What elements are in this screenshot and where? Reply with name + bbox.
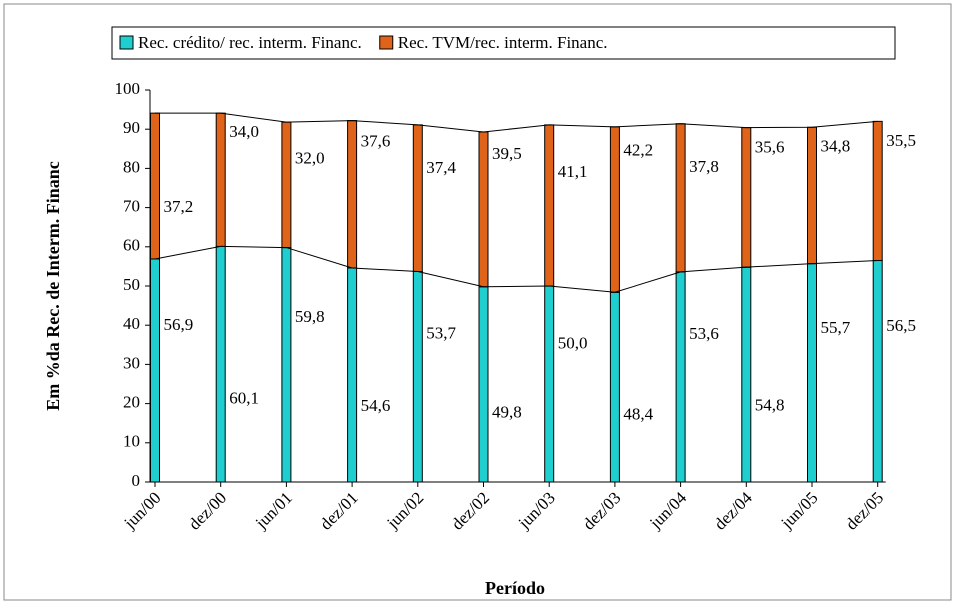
bar xyxy=(741,266,752,483)
bar xyxy=(150,258,160,483)
value-label: 56,9 xyxy=(164,315,194,334)
value-label: 35,6 xyxy=(755,137,785,156)
value-label: 54,8 xyxy=(755,396,785,415)
value-label: 32,0 xyxy=(295,149,325,168)
y-tick-label: 0 xyxy=(132,471,141,490)
bar xyxy=(347,120,358,269)
bar xyxy=(412,124,423,272)
bar xyxy=(478,131,489,288)
frame xyxy=(3,3,952,601)
legend-swatch xyxy=(119,35,134,50)
bar xyxy=(281,247,292,483)
bar xyxy=(807,126,817,265)
y-tick-label: 90 xyxy=(123,118,140,137)
value-label: 37,4 xyxy=(426,158,456,177)
value-label: 34,0 xyxy=(229,122,259,141)
bar xyxy=(675,123,686,273)
bar xyxy=(412,270,423,483)
bar xyxy=(544,124,555,287)
value-label: 53,7 xyxy=(426,324,456,343)
value-label: 34,8 xyxy=(821,137,851,156)
value-label: 53,6 xyxy=(689,324,719,343)
legend-box xyxy=(111,26,896,60)
value-label: 37,8 xyxy=(689,157,719,176)
bar xyxy=(741,127,752,268)
bar xyxy=(281,121,292,249)
y-tick-label: 40 xyxy=(123,314,140,333)
value-label: 49,8 xyxy=(492,403,522,422)
bar xyxy=(347,267,358,483)
bar xyxy=(478,286,489,483)
value-label: 50,0 xyxy=(558,334,588,353)
value-label: 37,2 xyxy=(164,197,194,216)
y-tick-label: 80 xyxy=(123,157,140,176)
value-label: 37,6 xyxy=(361,132,391,151)
value-label: 39,5 xyxy=(492,144,522,163)
y-tick-label: 20 xyxy=(123,393,140,412)
bar xyxy=(215,245,226,483)
value-label: 41,1 xyxy=(558,162,588,181)
y-tick-label: 70 xyxy=(123,197,140,216)
bar xyxy=(215,112,226,247)
value-label: 54,6 xyxy=(361,396,391,415)
y-tick-label: 10 xyxy=(123,432,140,451)
series-line xyxy=(155,112,878,133)
series-line xyxy=(154,245,878,293)
bar xyxy=(544,285,555,483)
bar xyxy=(872,120,883,262)
value-label: 55,7 xyxy=(821,318,851,337)
y-axis-label: Em %da Rec. de Interm. Financ xyxy=(43,161,63,410)
value-label: 60,1 xyxy=(229,388,259,407)
bar xyxy=(807,263,817,483)
y-tick-label: 60 xyxy=(123,236,140,255)
bar xyxy=(872,260,883,483)
bar xyxy=(150,112,160,260)
bar xyxy=(675,271,686,483)
bar xyxy=(609,126,620,293)
value-label: 48,4 xyxy=(623,405,653,424)
y-tick-label: 100 xyxy=(115,79,141,98)
legend-label: Rec. crédito/ rec. interm. Financ. xyxy=(138,33,362,52)
legend-label: Rec. TVM/rec. interm. Financ. xyxy=(398,33,608,52)
y-tick-label: 30 xyxy=(123,353,140,372)
value-label: 35,5 xyxy=(886,131,916,150)
legend-swatch xyxy=(379,35,394,50)
bar xyxy=(609,291,620,483)
value-label: 56,5 xyxy=(886,316,916,335)
value-label: 42,2 xyxy=(623,141,653,160)
x-axis-label: Período xyxy=(485,578,545,598)
value-label: 59,8 xyxy=(295,307,325,326)
y-tick-label: 50 xyxy=(123,275,140,294)
